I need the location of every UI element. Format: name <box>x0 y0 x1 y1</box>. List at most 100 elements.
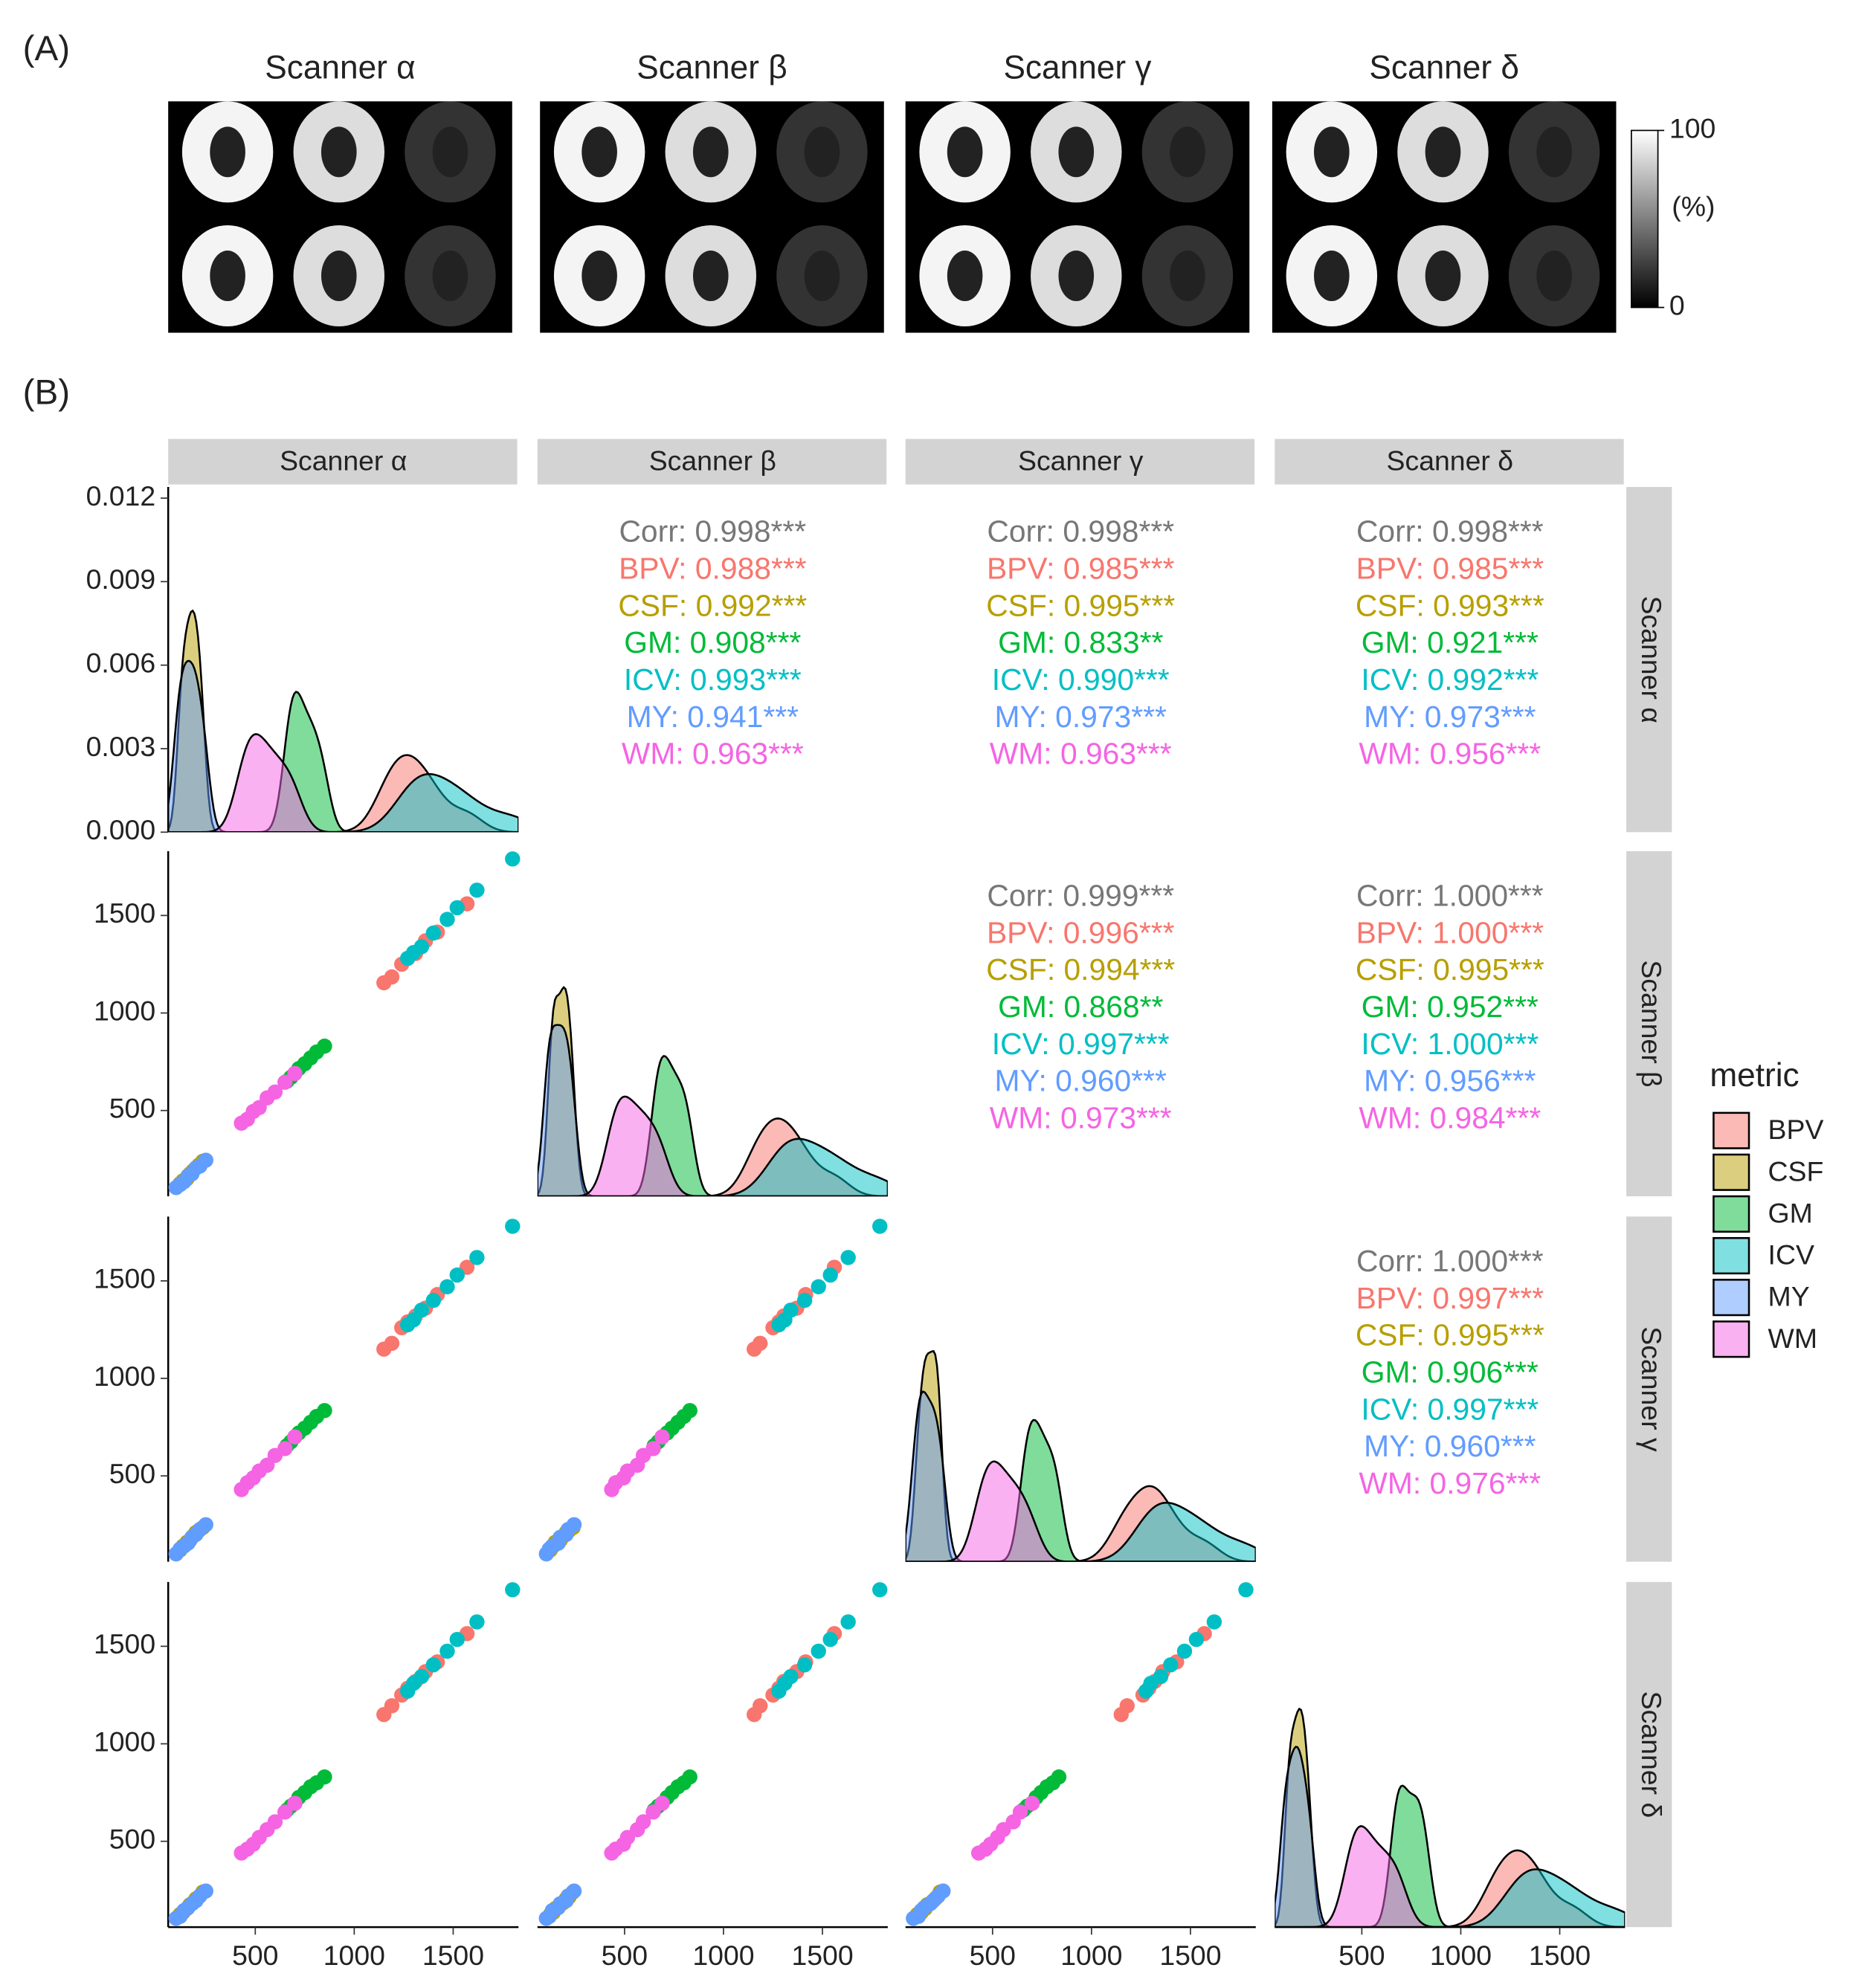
strip <box>1275 439 1624 485</box>
legend-key <box>1713 1236 1750 1275</box>
scatter-point <box>384 969 400 985</box>
brain-detail <box>1536 251 1572 302</box>
scatter-point <box>811 1279 826 1294</box>
y-tick-label: 1500 <box>94 1263 155 1294</box>
scatter-point <box>198 1152 213 1168</box>
correlation-label: WM: 0.976*** <box>1359 1466 1541 1500</box>
scatter-point <box>811 1643 826 1659</box>
correlation-label: GM: 0.952*** <box>1362 990 1539 1024</box>
legend-label: WM <box>1768 1323 1817 1354</box>
correlation-label: MY: 0.960*** <box>995 1064 1167 1098</box>
scatter-point <box>822 1631 838 1647</box>
density-area <box>168 691 519 833</box>
scatter-point <box>1024 1795 1040 1811</box>
brain-detail <box>804 126 840 178</box>
brain-detail <box>692 251 729 302</box>
legend-key <box>1713 1320 1750 1358</box>
scatter-point <box>267 1084 283 1100</box>
correlation-label: BPV: 0.985*** <box>1356 552 1544 586</box>
correlation-label: MY: 0.956*** <box>1364 1064 1536 1098</box>
density-area <box>168 733 519 833</box>
scatter-point <box>469 1250 485 1265</box>
scatter-point <box>505 851 521 867</box>
legend-key <box>1713 1111 1750 1149</box>
y-tick-label: 0.000 <box>86 814 156 845</box>
x-tick-label: 1000 <box>1430 1940 1492 1971</box>
brain-detail <box>1058 251 1095 302</box>
brain-detail <box>1170 251 1205 302</box>
colorbar-label: (%) <box>1672 191 1715 222</box>
scatter-point <box>796 1657 813 1673</box>
strip <box>537 439 887 485</box>
scatter-point <box>505 1582 521 1598</box>
scatter-point <box>682 1403 697 1419</box>
scatter-point <box>413 939 430 955</box>
scatter-point <box>384 1335 400 1352</box>
strip-label: Scanner δ <box>1636 1691 1667 1818</box>
scatter-point <box>469 1614 485 1630</box>
scatter-point <box>872 1582 888 1598</box>
legend-label: ICV <box>1768 1239 1814 1271</box>
correlation-label: CSF: 0.995*** <box>1356 952 1544 987</box>
correlation-label: MY: 0.973*** <box>1364 700 1536 734</box>
x-tick-label: 1000 <box>323 1940 385 1971</box>
correlation-label: CSF: 0.994*** <box>986 952 1175 987</box>
strip <box>1626 851 1672 1197</box>
correlation-label: CSF: 0.993*** <box>1356 588 1544 622</box>
correlation-label: BPV: 1.000*** <box>1356 915 1544 949</box>
legend-label: CSF <box>1768 1155 1824 1187</box>
correlation-label: WM: 0.973*** <box>990 1101 1172 1135</box>
y-tick-label: 0.009 <box>86 564 156 595</box>
scatter-point <box>1188 1631 1205 1647</box>
brain-detail <box>1314 126 1350 178</box>
correlation-label: ICV: 0.997*** <box>1361 1392 1539 1426</box>
colorbar <box>1631 129 1659 309</box>
scatter-point <box>753 1335 768 1352</box>
brain-detail <box>581 251 617 302</box>
image-title: Scanner δ <box>1369 49 1519 85</box>
scatter-point <box>267 1814 283 1830</box>
correlation-label: CSF: 0.995*** <box>1356 1318 1544 1352</box>
brain-detail <box>692 126 729 178</box>
density-panel <box>1275 1707 1626 1928</box>
brain-detail <box>581 126 617 178</box>
legend-label: BPV <box>1768 1114 1824 1145</box>
correlation-label: ICV: 1.000*** <box>1361 1027 1539 1061</box>
legend-label: MY <box>1768 1281 1810 1312</box>
scatter-point <box>840 1250 856 1265</box>
density-area <box>537 1137 888 1197</box>
y-tick-label: 500 <box>109 1824 155 1855</box>
correlation-label: Corr: 0.998*** <box>1356 514 1544 549</box>
y-tick-label: 0.012 <box>86 480 156 511</box>
image-title: Scanner α <box>265 49 415 85</box>
x-tick-label: 500 <box>970 1940 1016 1971</box>
y-tick-label: 500 <box>109 1458 155 1489</box>
density-area <box>168 772 519 833</box>
brain-detail <box>947 126 983 178</box>
density-panel <box>905 1349 1256 1562</box>
scatter-point <box>635 1814 651 1830</box>
x-tick-label: 1500 <box>1529 1940 1591 1971</box>
scatter-point <box>198 1517 213 1532</box>
image-title: Scanner β <box>637 49 787 85</box>
scatter-point <box>277 1804 293 1820</box>
scatter-point <box>753 1698 768 1714</box>
correlation-label: CSF: 0.995*** <box>986 588 1175 622</box>
scatter-point <box>796 1292 813 1308</box>
brain-detail <box>210 251 245 302</box>
scatter-point <box>413 1668 430 1685</box>
y-tick-label: 0.006 <box>86 648 156 679</box>
scatter-point <box>1176 1643 1193 1659</box>
scatter-point <box>439 1279 455 1294</box>
scatter-point <box>449 1631 465 1647</box>
legend-key <box>1713 1195 1750 1233</box>
correlation-label: Corr: 0.998*** <box>619 514 806 549</box>
strip <box>168 439 518 485</box>
strip-label: Scanner β <box>649 445 776 477</box>
correlation-label: MY: 0.973*** <box>995 700 1167 734</box>
scatter-point <box>425 1657 442 1673</box>
correlation-label: MY: 0.960*** <box>1364 1429 1536 1463</box>
correlation-label: GM: 0.921*** <box>1362 625 1539 659</box>
correlation-label: BPV: 0.985*** <box>987 552 1175 586</box>
